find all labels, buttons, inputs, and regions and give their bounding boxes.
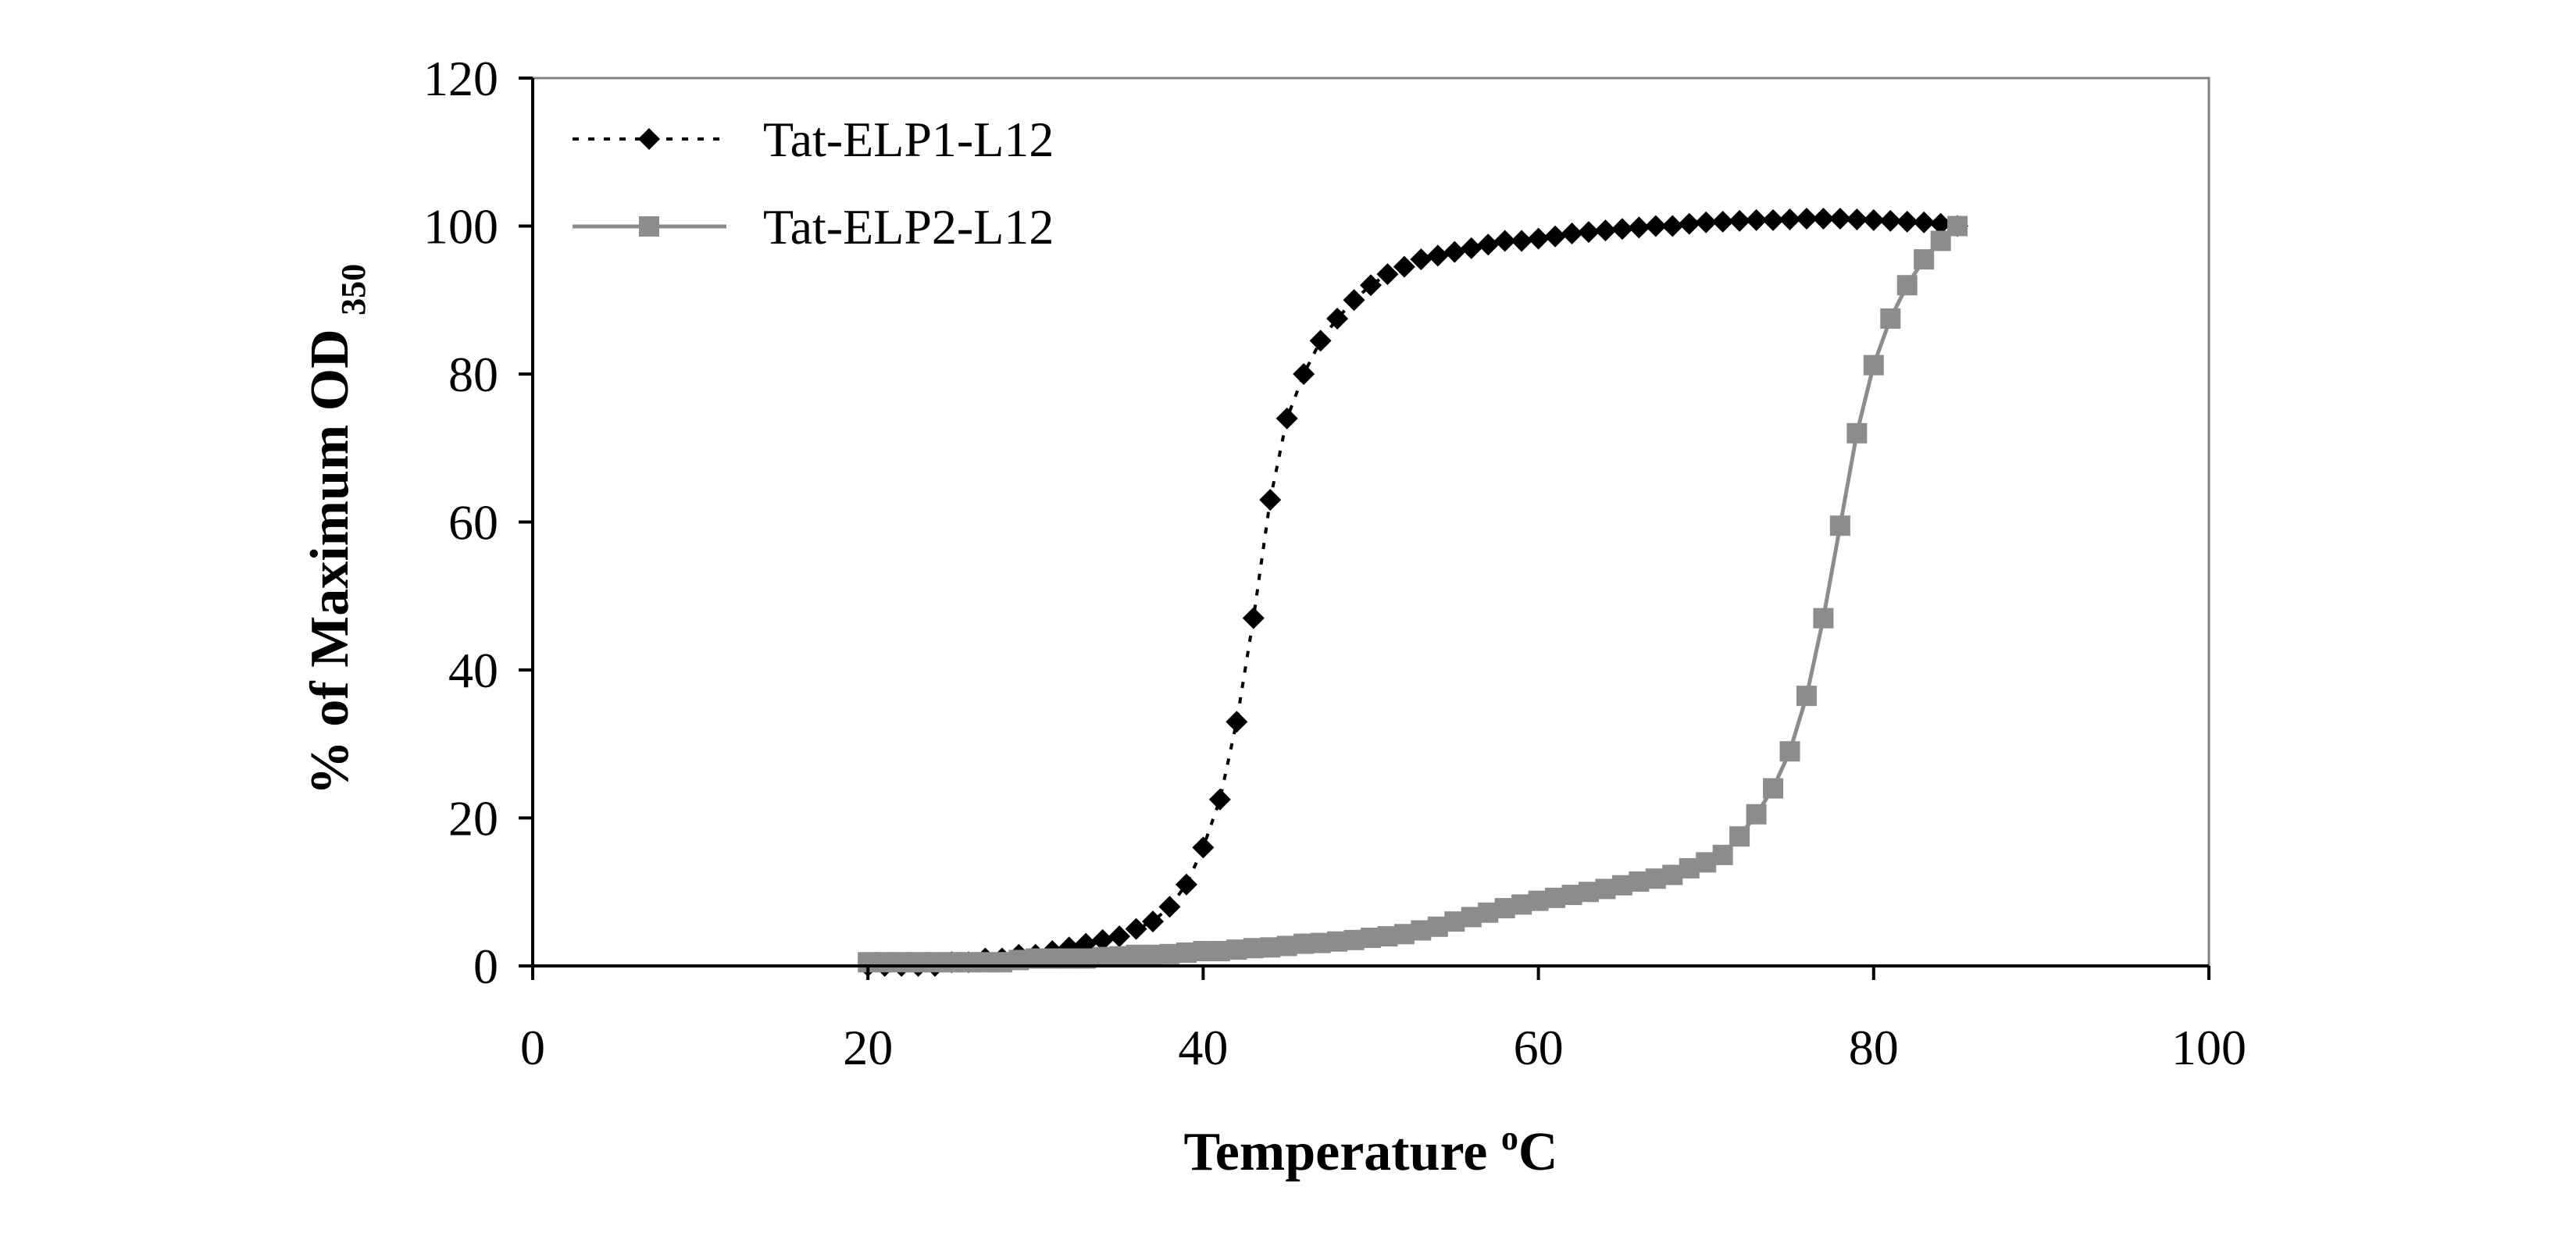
series-1-point [1929,212,1952,235]
series-1-point [1326,307,1349,330]
series-1-point [1594,219,1617,242]
x-tick-label: 80 [1849,1020,1899,1075]
series-1-point [1913,211,1936,233]
series-2-point [1846,422,1868,444]
series-1-point [1208,788,1231,811]
series-1-point [1343,289,1365,312]
series-2-point [1914,249,1935,270]
series-2-point [1880,308,1901,329]
y-tick-label: 40 [448,643,498,698]
series-1-point [1393,255,1415,278]
series-1-point [1729,209,1751,232]
y-axis-title-text: % of Maximum OD [300,329,360,795]
y-tick-label: 0 [473,939,498,994]
series-1-point [1276,407,1298,429]
series-1-point [1611,218,1633,241]
series-1-point [1628,216,1650,239]
series-1-point [1678,212,1700,235]
series-2-point [1863,355,1884,376]
series-1-point [1829,208,1851,230]
x-tick-label: 20 [843,1020,893,1075]
series-1-point [1762,208,1785,231]
series-2-point [1813,608,1834,629]
series-1-point [1644,215,1667,237]
tick-labels: 0 20 40 60 80 100 120 0 20 40 60 80 100 [423,51,2246,1075]
series-2-point [1796,686,1817,707]
series-1-point [1309,330,1332,352]
legend-label-series-1: Tat-ELP1-L12 [763,112,1054,167]
series-1-point [1544,225,1567,248]
x-axis-title-suffix: C [1518,1122,1558,1182]
x-axis-title-text: Temperature [1184,1122,1488,1182]
series-1-point [1511,230,1533,252]
series-1-point [1410,248,1432,271]
series-1-point [1812,208,1835,230]
series-1-point [1577,221,1600,244]
series-1-point [1527,227,1550,250]
series-1-point [1879,209,1902,232]
x-tick-label: 0 [520,1020,545,1075]
series-2-point [1712,844,1733,865]
series-1-point [1779,208,1801,230]
y-axis-title-sub: 350 [334,264,373,315]
series-1-point [1226,711,1248,733]
series-1-point [1091,928,1114,951]
series-2-point [1947,216,1968,237]
series-1-point [1795,208,1818,230]
series-2-point [1829,515,1850,536]
series-2-point [1729,826,1750,847]
y-axis-title: % of Maximum OD 350 [300,264,373,795]
series-1-point [1175,873,1197,896]
y-tick-label: 20 [448,791,498,846]
series-1-point [1862,208,1885,231]
series-1-point [1158,896,1181,918]
series-1-point [1293,363,1315,385]
x-tick-label: 100 [2171,1020,2246,1075]
y-tick-label: 60 [448,495,498,551]
x-axis-title: Temperature oC [1184,1119,1558,1182]
series-1-point [1242,607,1265,629]
series-1-point [1108,925,1131,948]
series-1-point [1661,215,1684,237]
series-1-point [1443,241,1466,263]
series-1-point [1896,210,1918,233]
series-1-point [1561,222,1583,244]
y-tick-label: 80 [448,347,498,402]
legend-label-series-2: Tat-ELP2-L12 [763,199,1054,255]
series-1-point [1711,210,1734,233]
series-1-point [1259,489,1282,511]
x-tick-label: 60 [1514,1020,1564,1075]
series-1-point [1477,233,1500,256]
series-1-point [1745,208,1768,231]
series-1-point [1376,263,1399,286]
legend-marker-series-1 [638,128,660,150]
series-1-point [1360,274,1382,297]
x-axis-title-sup: o [1501,1119,1518,1157]
legend: Tat-ELP1-L12 Tat-ELP2-L12 [573,112,1054,255]
series-2-point [1763,778,1784,799]
series-1-point [1493,230,1516,252]
series-1-point [1460,237,1482,259]
series-2-point [1896,275,1918,296]
series-2-point [1746,804,1767,825]
legend-marker-series-2 [639,216,659,237]
series-1-point [1695,211,1718,233]
y-tick-label: 100 [423,199,498,255]
series-1-point [1192,836,1215,859]
y-tick-label: 120 [423,51,498,106]
series-1-point [1846,208,1868,230]
series-2-point [1779,741,1800,762]
x-tick-label: 40 [1178,1020,1228,1075]
axes [519,77,2210,980]
series-1-point [1125,918,1147,940]
series-1-point [1426,244,1449,267]
series-1-point [1142,910,1165,933]
